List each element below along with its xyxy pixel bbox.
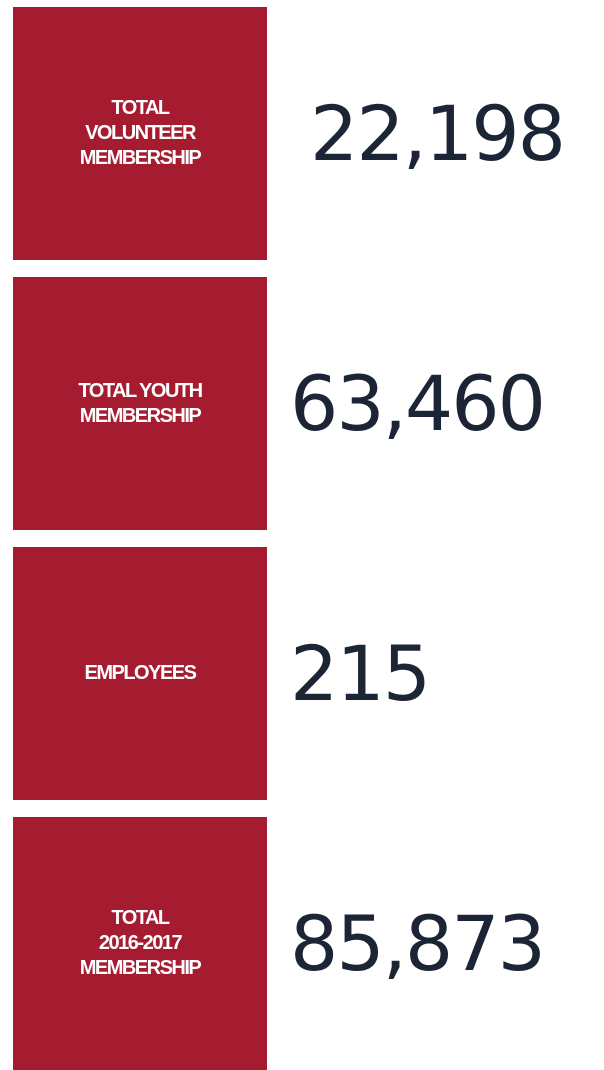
stat-label-line: MEMBERSHIP [79, 404, 202, 427]
stat-label-box: EMPLOYEES [13, 547, 267, 800]
stat-item: TOTAL YOUTH MEMBERSHIP 63,460 [13, 277, 604, 530]
stat-item: EMPLOYEES 215 [13, 547, 604, 800]
stat-label-line: TOTAL [111, 97, 170, 119]
stat-label-box: TOTAL 2016-2017 MEMBERSHIP [13, 817, 267, 1070]
stat-value: 215 [290, 629, 431, 718]
stat-label-line: MEMBERSHIP [79, 957, 202, 979]
stat-value: 22,198 [310, 89, 566, 178]
stat-label-line: EMPLOYEES [84, 662, 197, 684]
stat-label-box: TOTAL YOUTH MEMBERSHIP [13, 277, 267, 530]
stat-label-line: TOTAL [111, 907, 170, 929]
stat-label-box: TOTAL VOLUNTEER MEMBERSHIP [13, 7, 267, 260]
stat-label-line: VOLUNTEER [85, 122, 196, 144]
stat-label-line: TOTAL YOUTH [78, 379, 203, 402]
stat-label-line: MEMBERSHIP [79, 147, 202, 169]
stat-item: TOTAL VOLUNTEER MEMBERSHIP 22,198 [13, 7, 604, 260]
stat-label-line: 2016-2017 [98, 932, 183, 954]
stat-value: 85,873 [290, 899, 546, 988]
stat-item: TOTAL 2016-2017 MEMBERSHIP 85,873 [13, 817, 604, 1070]
stat-value: 63,460 [290, 359, 546, 448]
